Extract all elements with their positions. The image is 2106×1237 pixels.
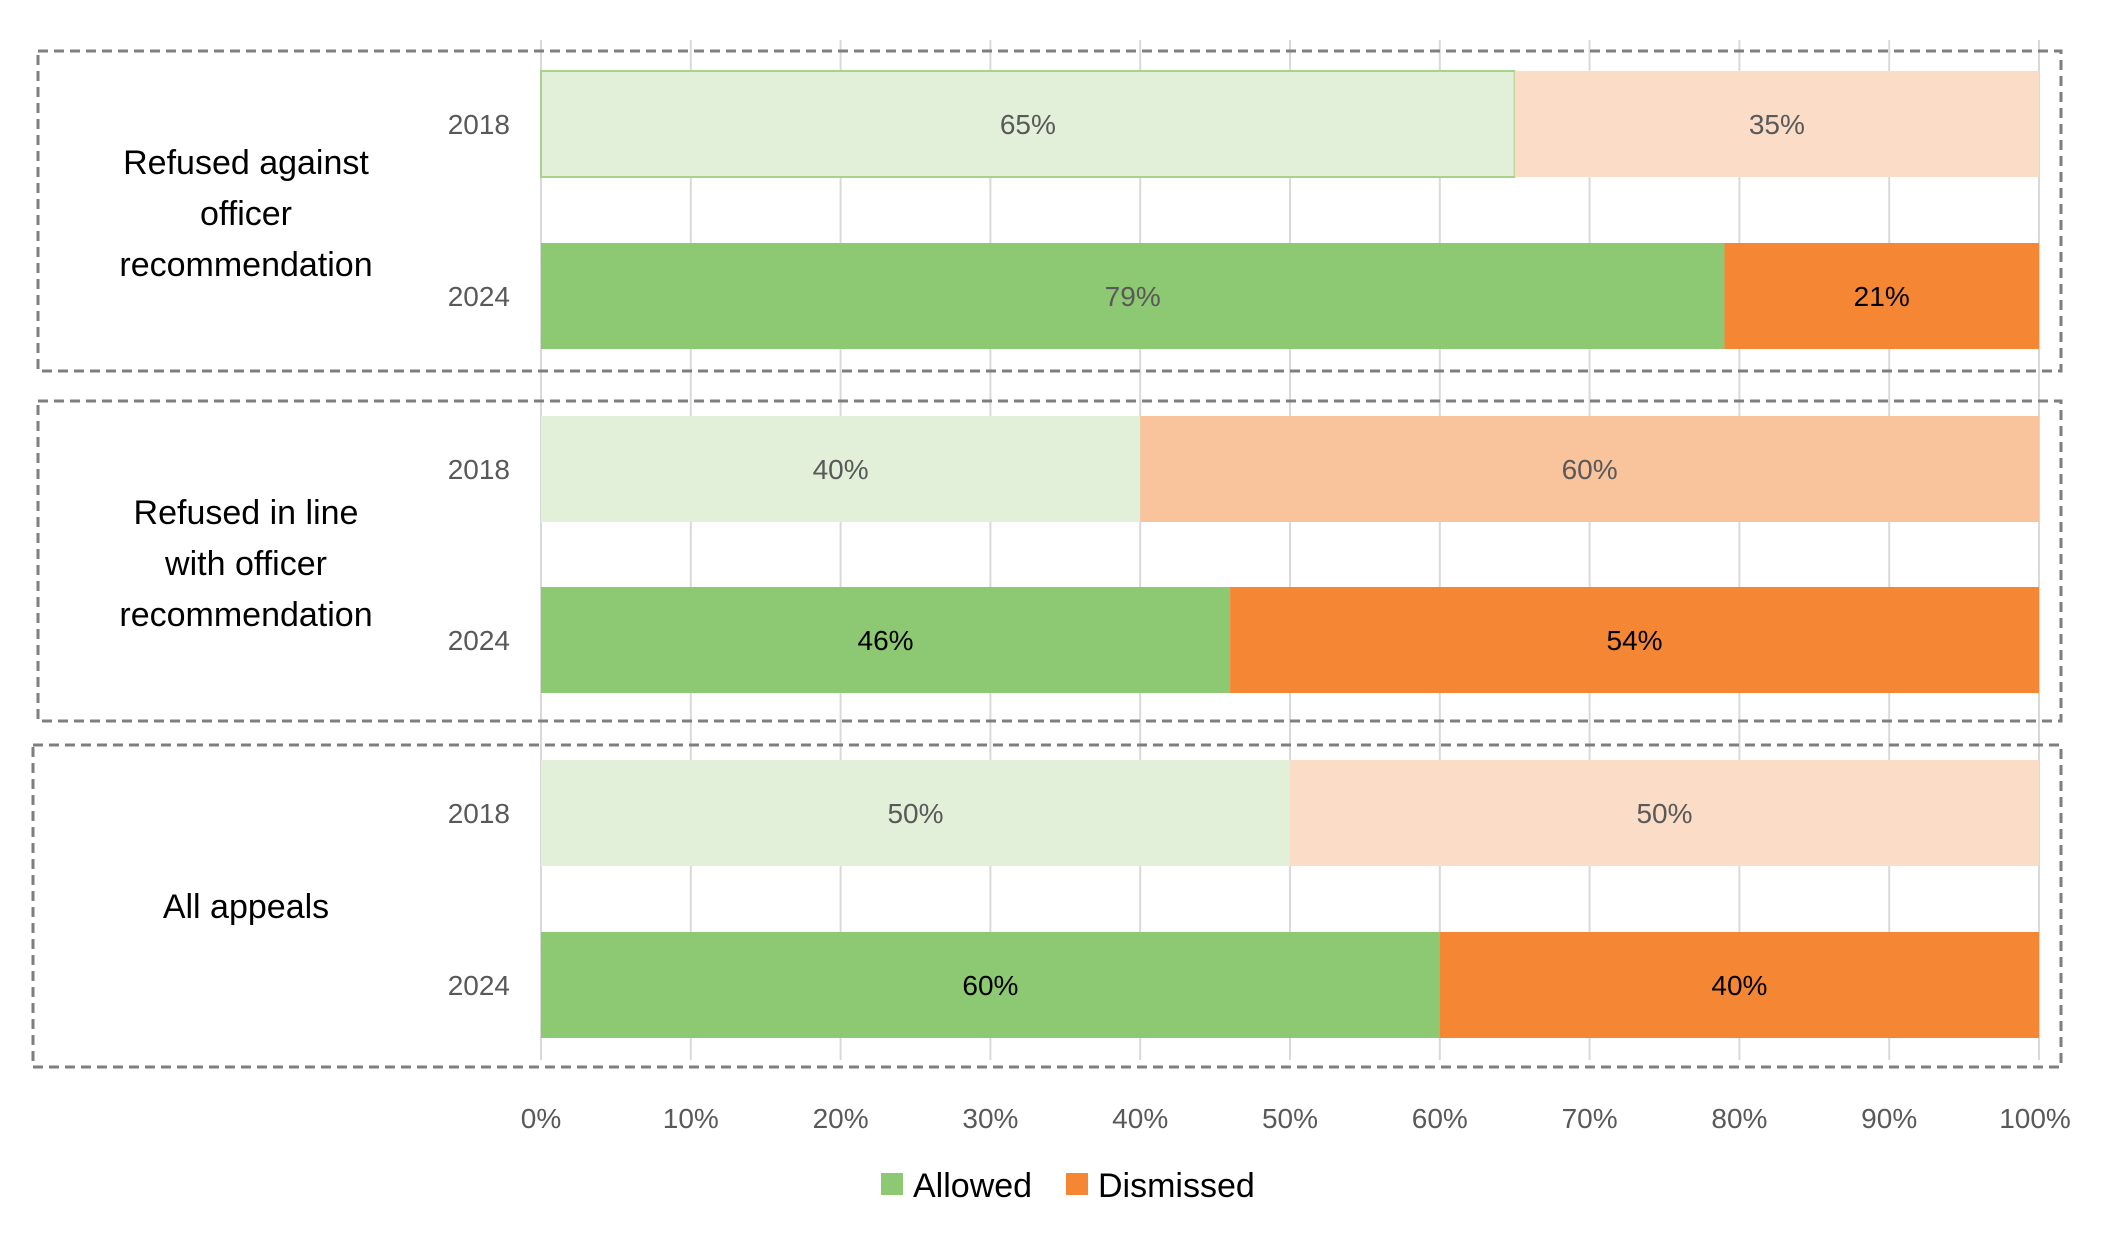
bar-allowed [541, 760, 1290, 866]
bar-dismissed [1140, 416, 2039, 522]
data-label-dismissed: 60% [1562, 454, 1618, 485]
labels: 65% 35% 2018 79% 21% 2024 40% 60% 2018 46% 54% 2024… [119, 109, 2070, 1134]
data-label-allowed: 40% [813, 454, 869, 485]
bar-dismissed [1230, 587, 2039, 693]
bar-allowed [541, 243, 1725, 349]
group-label: with officer [164, 545, 327, 583]
year-label: 2024 [448, 970, 510, 1001]
legend-swatch [881, 1173, 903, 1195]
data-label-allowed: 50% [887, 798, 943, 829]
x-tick-label: 70% [1562, 1103, 1618, 1134]
bar-allowed [541, 416, 1141, 522]
x-tick-label: 40% [1112, 1103, 1168, 1134]
data-label-dismissed: 40% [1711, 970, 1767, 1001]
x-tick-label: 30% [962, 1103, 1018, 1134]
bar-dismissed [1290, 760, 2039, 866]
data-label-allowed: 60% [962, 970, 1018, 1001]
year-label: 2018 [448, 454, 510, 485]
x-tick-label: 60% [1412, 1103, 1468, 1134]
group-box [31, 743, 2063, 1069]
data-label-allowed: 46% [858, 625, 914, 656]
bar-allowed [540, 70, 1516, 178]
year-label: 2018 [448, 109, 510, 140]
x-tick-label: 90% [1861, 1103, 1917, 1134]
data-label-allowed: 65% [1000, 109, 1056, 140]
bar-allowed [541, 587, 1231, 693]
bar-dismissed [1439, 932, 2039, 1038]
group-label: recommendation [119, 246, 372, 284]
data-label-dismissed: 54% [1607, 625, 1663, 656]
x-tick-label: 0% [521, 1103, 561, 1134]
group-box [36, 399, 2063, 723]
bar-allowed [541, 932, 1440, 1038]
x-tick-label: 100% [1999, 1103, 2071, 1134]
legend-label: Allowed [913, 1167, 1032, 1205]
data-label-allowed: 79% [1105, 281, 1161, 312]
group-box [36, 49, 2063, 373]
x-tick-label: 10% [663, 1103, 719, 1134]
group-boxes [31, 49, 2063, 1069]
year-label: 2018 [448, 798, 510, 829]
gridlines [540, 40, 2040, 1060]
x-tick-label: 20% [813, 1103, 869, 1134]
x-tick-label: 80% [1711, 1103, 1767, 1134]
year-label: 2024 [448, 625, 510, 656]
bar-dismissed [1724, 243, 2039, 349]
group-label: recommendation [119, 596, 372, 634]
group-label: Refused against [123, 144, 369, 182]
data-label-dismissed: 35% [1749, 109, 1805, 140]
legend: Allowed Dismissed [881, 1167, 1255, 1205]
data-label-dismissed: 21% [1854, 281, 1910, 312]
legend-swatch [1066, 1173, 1088, 1195]
group-label: All appeals [163, 888, 329, 926]
bar-dismissed [1514, 71, 2039, 177]
data-label-dismissed: 50% [1636, 798, 1692, 829]
legend-label: Dismissed [1098, 1167, 1255, 1205]
group-label: officer [200, 195, 292, 233]
bars [540, 70, 2039, 1038]
group-label: Refused in line [134, 494, 359, 532]
x-tick-label: 50% [1262, 1103, 1318, 1134]
year-label: 2024 [448, 281, 510, 312]
